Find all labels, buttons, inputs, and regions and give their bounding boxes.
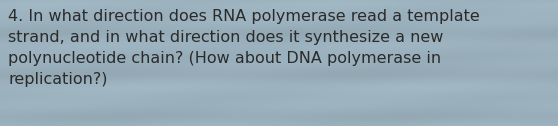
Text: 4. In what direction does RNA polymerase read a template
strand, and in what dir: 4. In what direction does RNA polymerase… [8, 9, 480, 87]
